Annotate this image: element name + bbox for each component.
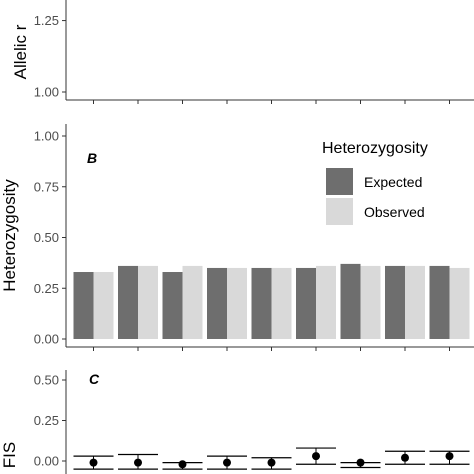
legend-label-expected: Expected	[364, 174, 422, 190]
bar-observed	[182, 265, 203, 339]
bar-expected	[251, 267, 272, 339]
bar-expected	[340, 263, 361, 339]
panel-a-y-axis-label: Allelic r	[11, 24, 30, 79]
panel-b-y-tick-label: 1.00	[34, 129, 59, 144]
bar-observed	[138, 265, 158, 339]
bar-observed	[405, 265, 425, 339]
legend-title: Heterozygosity	[322, 140, 428, 157]
data-point	[312, 452, 320, 461]
data-point	[89, 458, 98, 467]
data-point	[134, 458, 142, 467]
data-point	[223, 458, 231, 467]
data-point	[356, 458, 365, 467]
panel-b-y-tick-label: 0.00	[34, 332, 59, 347]
panel-b-label: B	[87, 150, 97, 166]
bar-observed	[271, 267, 292, 339]
panel-c-y-tick-label: 0.50	[34, 373, 59, 388]
panel-c-label: C	[89, 371, 100, 387]
bar-observed	[227, 267, 247, 339]
panel-c-y-axis-label: FIS	[0, 442, 19, 468]
legend-label-observed: Observed	[364, 204, 425, 220]
bar-observed	[360, 265, 381, 339]
bar-observed	[316, 265, 336, 339]
legend-key-expected	[326, 168, 353, 195]
panel-b-y-axis-label: Heterozygosity	[0, 179, 19, 292]
bar-expected	[118, 265, 138, 339]
panel-b-y-tick-label: 0.25	[34, 281, 59, 296]
panel-c-y-tick-label: 0.00	[34, 454, 59, 469]
legend: Heterozygosity Expected Observed	[322, 140, 428, 225]
panel-c-y-tick-label: 0.25	[34, 413, 59, 428]
data-point	[401, 453, 409, 462]
bar-expected	[162, 272, 183, 339]
data-point	[178, 460, 187, 469]
bar-observed	[449, 267, 470, 339]
data-point	[445, 452, 454, 461]
bar-observed	[93, 272, 114, 339]
legend-key-observed	[326, 198, 353, 225]
bar-expected	[296, 267, 316, 339]
panel-b: Heterozygosity B Heterozygosity Expected…	[0, 124, 474, 351]
bar-expected	[429, 265, 450, 339]
data-point	[267, 458, 276, 467]
panel-a: Allelic r 1.00 1.25	[11, 0, 474, 104]
panel-a-y-tick-label: 1.00	[34, 85, 59, 100]
panel-b-y-tick-label: 0.75	[34, 179, 59, 194]
bar-expected	[207, 267, 227, 339]
panel-a-y-tick-label: 1.25	[34, 13, 59, 28]
panel-b-y-tick-label: 0.50	[34, 230, 59, 245]
bar-expected	[385, 265, 405, 339]
panel-c: FIS C 0.00 0.25 0.50	[0, 370, 470, 474]
bar-expected	[73, 272, 94, 339]
